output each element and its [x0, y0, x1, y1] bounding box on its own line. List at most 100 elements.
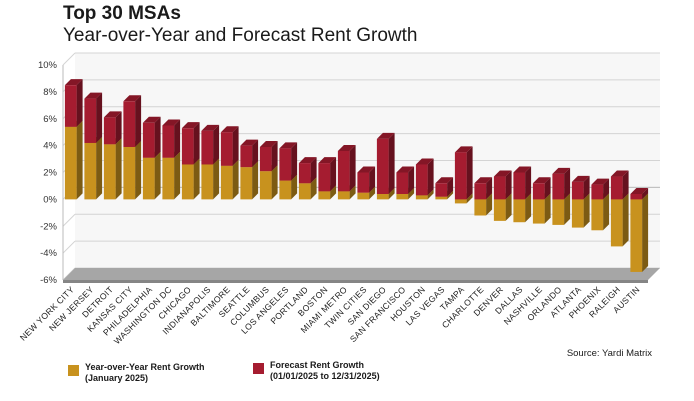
bar-forecast-top — [181, 122, 200, 129]
bar-forecast-side — [408, 166, 415, 194]
bar-yoy — [376, 194, 389, 200]
bar-forecast-side — [544, 177, 551, 200]
bar-forecast-top — [415, 158, 434, 165]
bar-yoy — [220, 165, 233, 200]
bar-forecast — [240, 145, 253, 168]
bar-forecast-side — [330, 157, 337, 192]
bar-forecast-side — [486, 177, 493, 200]
bar-forecast — [298, 163, 311, 184]
bar-forecast-top — [142, 116, 161, 123]
bar-forecast-top — [571, 175, 590, 182]
bar-forecast-top — [64, 79, 83, 86]
bar-yoy — [318, 191, 331, 200]
bar-yoy-side — [369, 186, 376, 200]
bar-forecast-top — [84, 92, 103, 99]
bar-yoy-side — [408, 188, 415, 200]
bar-forecast-side — [174, 119, 181, 158]
bar-forecast-top — [532, 177, 551, 184]
bar-forecast — [123, 101, 136, 147]
bar-yoy-side — [642, 193, 649, 272]
bar-forecast-side — [369, 166, 376, 193]
bar-forecast-side — [447, 177, 454, 197]
bar-yoy — [337, 191, 350, 200]
bar-yoy — [474, 199, 487, 216]
bar-forecast — [376, 138, 389, 194]
legend-swatch-yoy — [68, 365, 79, 376]
bar-forecast — [181, 128, 194, 165]
bar-forecast — [201, 130, 214, 165]
bar-forecast — [64, 85, 77, 127]
bar-yoy-side — [427, 189, 434, 200]
bar-forecast — [84, 98, 97, 143]
bar-yoy-side — [564, 193, 571, 225]
bar-forecast-top — [513, 166, 532, 173]
bar-yoy-side — [505, 193, 512, 221]
bar-forecast-side — [583, 175, 590, 200]
bar-forecast-top — [279, 142, 298, 149]
bar-yoy — [259, 171, 272, 200]
bar-yoy — [610, 199, 623, 247]
bar-forecast — [474, 183, 487, 200]
bar-forecast — [337, 151, 350, 192]
chart-subtitle: Year-over-Year and Forecast Rent Growth — [63, 25, 418, 46]
bar-forecast-side — [603, 178, 610, 200]
bar-yoy-side — [291, 174, 298, 200]
plot-floor — [63, 268, 660, 280]
y-tick-label: -4% — [40, 248, 57, 259]
legend-forecast-line2: (01/01/2025 to 12/31/2025) — [270, 371, 380, 381]
bar-forecast-side — [96, 92, 103, 143]
bar-forecast-top — [259, 140, 278, 147]
bar-forecast-top — [591, 178, 610, 185]
bar-forecast-side — [642, 188, 649, 200]
bar-forecast-side — [213, 124, 220, 165]
legend-swatch-forecast — [253, 363, 264, 374]
bar-forecast — [142, 122, 155, 158]
bar-yoy — [298, 183, 311, 200]
bar-forecast-side — [388, 132, 395, 194]
gridline-depth — [62, 52, 76, 66]
bar-forecast — [415, 164, 428, 196]
bar-forecast-side — [622, 170, 629, 200]
bar-forecast-top — [240, 139, 259, 146]
bar-forecast — [279, 148, 292, 181]
y-tick-label: 8% — [43, 87, 57, 98]
bar-yoy — [279, 180, 292, 200]
bar-forecast — [532, 183, 545, 200]
chart-title: Top 30 MSAs — [63, 3, 181, 24]
bar-forecast-side — [154, 116, 161, 158]
bar-forecast-side — [115, 111, 122, 145]
bar-forecast-top — [396, 166, 415, 173]
bar-forecast-top — [454, 146, 473, 153]
bar-yoy-side — [544, 193, 551, 224]
bar-forecast-top — [357, 166, 376, 173]
bar-forecast-side — [310, 157, 317, 184]
bar-yoy-side — [622, 193, 629, 247]
bar-yoy-side — [310, 177, 317, 200]
gridline-depth — [62, 240, 76, 254]
bar-forecast-top — [552, 167, 571, 174]
bar-yoy — [181, 164, 194, 200]
bar-yoy — [84, 142, 97, 200]
bar-yoy-side — [271, 165, 278, 200]
bar-forecast-side — [76, 79, 83, 127]
bar-forecast-top — [201, 124, 220, 131]
legend-yoy-line2: (January 2025) — [85, 373, 149, 383]
bar-yoy-side — [232, 159, 239, 200]
bar-yoy-side — [76, 120, 83, 200]
legend-item-yoy: Year-over-Year Rent Growth (January 2025… — [68, 362, 205, 384]
bar-forecast-side — [232, 126, 239, 166]
bar-forecast-side — [135, 95, 142, 147]
bar-forecast-top — [376, 132, 395, 139]
bar-forecast-top — [162, 119, 181, 126]
bar-forecast — [396, 172, 409, 194]
bar-forecast-side — [271, 140, 278, 172]
bar-yoy-side — [154, 151, 161, 200]
bar-yoy-side — [466, 193, 473, 204]
bar-forecast-side — [564, 167, 571, 200]
bar-yoy-side — [603, 193, 610, 231]
bar-yoy — [571, 199, 584, 228]
bar-forecast-top — [610, 170, 629, 177]
bar-yoy-side — [349, 185, 356, 200]
bar-forecast — [454, 152, 467, 200]
